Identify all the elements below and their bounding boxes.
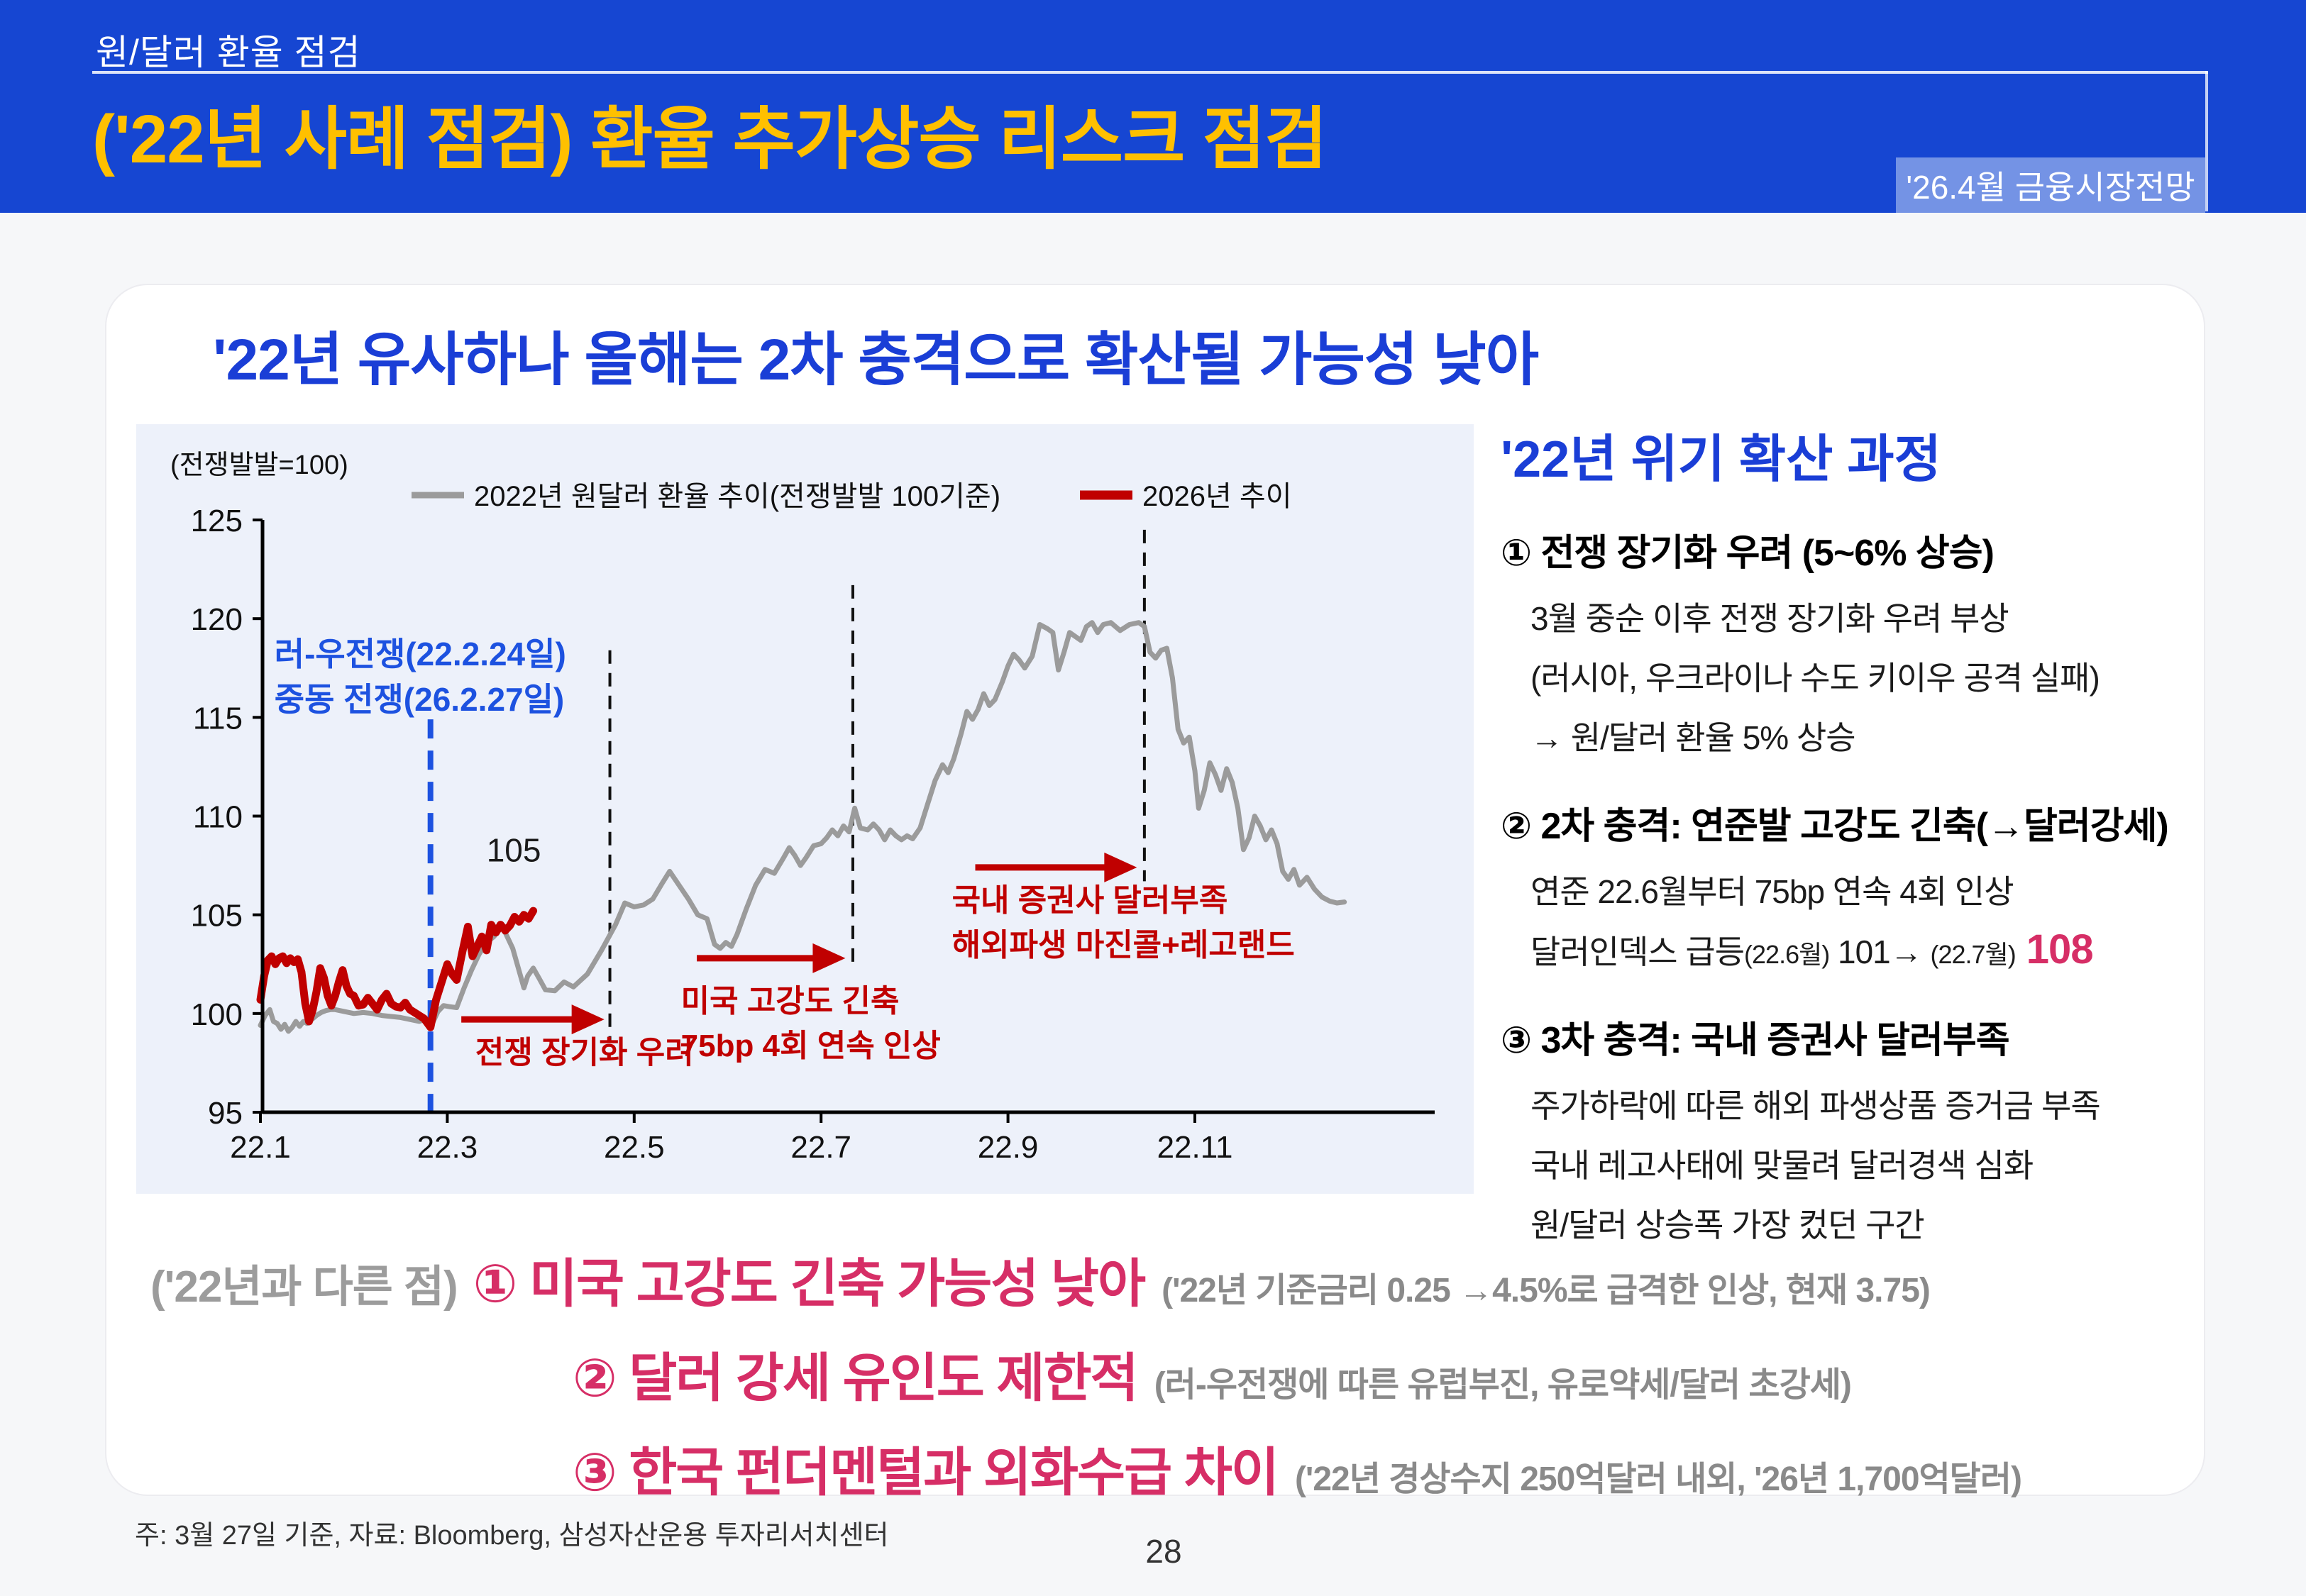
difference-row-3: ③ 한국 펀더멘털과 외화수급 차이 ('22년 경상수지 250억달러 내외, … <box>150 1430 2194 1506</box>
difference-suffix: ('22년 기준금리 0.25 →4.5%로 급격한 인상, 현재 3.75) <box>1162 1272 1931 1309</box>
difference-main: ② 달러 강세 유인도 제한적 <box>573 1348 1139 1407</box>
crisis-item-line: → 원/달러 환율 5% 상승 <box>1530 719 1856 756</box>
crisis-item-heading: ① 전쟁 장기화 우려 (5~6% 상승) <box>1501 533 1995 574</box>
crisis-item-line: 3월 중순 이후 전쟁 장기화 우려 부상 <box>1530 600 2009 637</box>
svg-text:105: 105 <box>191 899 243 933</box>
exchange-rate-chart: (전쟁발발=100) 2022년 원달러 환율 추이(전쟁발발 100기준) 202… <box>136 424 1474 1194</box>
svg-text:120: 120 <box>191 602 243 637</box>
page-title: ('22년 사례 점검) 환율 추가상승 리스크 점검 <box>92 101 1328 177</box>
panel-items: ① 전쟁 장기화 우려 (5~6% 상승) 3월 중순 이후 전쟁 장기화 우려 … <box>1501 523 2221 1246</box>
svg-text:100: 100 <box>191 997 243 1032</box>
crisis-item-2: ② 2차 충격: 연준발 고강도 긴축(→달러강세) 연준 22.6월부터 75b… <box>1501 796 2221 973</box>
svg-text:22.9: 22.9 <box>978 1130 1039 1165</box>
difference-prefix: ('22년과 다른 점) <box>150 1263 458 1312</box>
slide-header: 원/달러 환율 점검 ('22년 사례 점검) 환율 추가상승 리스크 점검 '… <box>0 0 2306 213</box>
svg-text:95: 95 <box>208 1096 243 1131</box>
difference-row-2: ② 달러 강세 유인도 제한적 (러-우전쟁에 따른 유럽부진, 유로약세/달러 … <box>150 1336 2194 1412</box>
svg-text:110: 110 <box>193 800 243 835</box>
crisis-item-line: (러시아, 우크라이나 수도 키이우 공격 실패) <box>1530 660 2100 697</box>
crisis-item-heading: ③ 3차 충격: 국내 증권사 달러부족 <box>1501 1020 2010 1061</box>
crisis-item-1: ① 전쟁 장기화 우려 (5~6% 상승) 3월 중순 이후 전쟁 장기화 우려 … <box>1501 523 2221 759</box>
svg-text:105: 105 <box>487 832 541 869</box>
panel-title: '22년 위기 확산 과정 <box>1501 431 1941 488</box>
svg-text:22.3: 22.3 <box>417 1130 478 1165</box>
difference-suffix: (러-우전쟁에 따른 유럽부진, 유로약세/달러 초강세) <box>1154 1366 1852 1404</box>
svg-text:2022년 원달러 환율 추이(전쟁발발 100기준): 2022년 원달러 환율 추이(전쟁발발 100기준) <box>474 481 1000 512</box>
difference-row-1: ('22년과 다른 점) ① 미국 고강도 긴축 가능성 낮아 ('22년 기준금리… <box>150 1241 2194 1317</box>
key-message: '22년 유사하나 올해는 2차 충격으로 확산될 가능성 낮아 <box>213 328 1539 392</box>
crisis-process-panel: '22년 위기 확산 과정 ① 전쟁 장기화 우려 (5~6% 상승) 3월 중순… <box>1501 417 2221 1283</box>
svg-text:22.5: 22.5 <box>604 1130 665 1165</box>
svg-text:미국 고강도 긴축: 미국 고강도 긴축 <box>681 984 900 1019</box>
crisis-item-line: 주가하락에 따른 해외 파생상품 증거금 부족 <box>1530 1087 2101 1124</box>
svg-text:전쟁 장기화 우려: 전쟁 장기화 우려 <box>475 1035 694 1070</box>
header-divider <box>92 71 2208 74</box>
crisis-item-line: 국내 레고사태에 맞물려 달러경색 심화 <box>1530 1147 2034 1184</box>
header-right-border <box>2205 71 2208 211</box>
svg-text:22.1: 22.1 <box>230 1130 291 1165</box>
report-badge: '26.4월 금융시장전망 <box>1896 157 2205 213</box>
difference-main: ① 미국 고강도 긴축 가능성 낮아 <box>473 1254 1146 1313</box>
svg-text:22.11: 22.11 <box>1157 1130 1233 1165</box>
page-number: 28 <box>1145 1533 1182 1570</box>
svg-text:115: 115 <box>193 701 243 736</box>
crisis-item-line: 달러인덱스 급등(22.6월) 101→ (22.7월) 108 <box>1530 926 2094 972</box>
difference-section: ('22년과 다른 점) ① 미국 고강도 긴축 가능성 낮아 ('22년 기준금리… <box>150 1241 2194 1524</box>
svg-text:2026년 추이: 2026년 추이 <box>1142 481 1292 512</box>
crisis-item-heading: ② 2차 충격: 연준발 고강도 긴축(→달러강세) <box>1501 806 2169 847</box>
svg-text:125: 125 <box>191 504 243 538</box>
crisis-item-line: 원/달러 상승폭 가장 컸던 구간 <box>1530 1207 1925 1243</box>
section-label: 원/달러 환율 점검 <box>96 33 361 72</box>
chart-canvas: (전쟁발발=100) 2022년 원달러 환율 추이(전쟁발발 100기준) 202… <box>170 450 1435 1165</box>
svg-text:국내 증권사 달러부족: 국내 증권사 달러부족 <box>952 883 1228 918</box>
svg-text:75bp 4회 연속 인상: 75bp 4회 연속 인상 <box>681 1029 941 1063</box>
difference-suffix: ('22년 경상수지 250억달러 내외, '26년 1,700억달러) <box>1294 1461 2022 1498</box>
svg-text:러-우전쟁(22.2.24일): 러-우전쟁(22.2.24일) <box>275 636 566 672</box>
content-card: '22년 유사하나 올해는 2차 충격으로 확산될 가능성 낮아 (전쟁발발=1… <box>105 284 2205 1502</box>
svg-text:22.7: 22.7 <box>790 1130 851 1165</box>
svg-text:해외파생 마진콜+레고랜드: 해외파생 마진콜+레고랜드 <box>952 928 1295 963</box>
svg-text:중동 전쟁(26.2.27일): 중동 전쟁(26.2.27일) <box>275 681 565 718</box>
svg-text:(전쟁발발=100): (전쟁발발=100) <box>170 450 348 480</box>
crisis-item-line: 연준 22.6월부터 75bp 연속 4회 인상 <box>1530 873 2014 910</box>
difference-main: ③ 한국 펀더멘털과 외화수급 차이 <box>573 1443 1279 1502</box>
source-note: 주: 3월 27일 기준, 자료: Bloomberg, 삼성자산운용 투자리서… <box>135 1521 889 1551</box>
